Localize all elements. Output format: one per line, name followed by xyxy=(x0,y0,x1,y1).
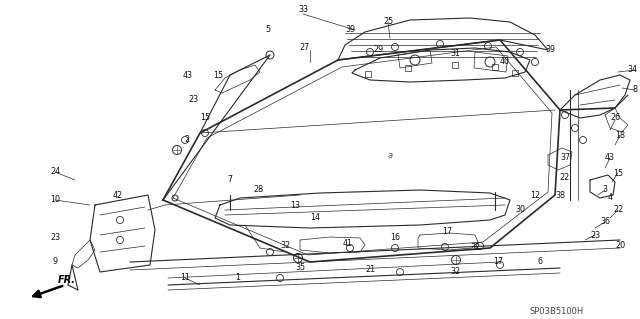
Bar xyxy=(405,65,411,71)
Text: 1: 1 xyxy=(236,273,241,283)
Text: 24: 24 xyxy=(50,167,60,176)
Text: 22: 22 xyxy=(560,174,570,182)
Text: 25: 25 xyxy=(383,18,393,26)
Text: 12: 12 xyxy=(530,190,540,199)
Text: 32: 32 xyxy=(450,268,460,277)
Text: 23: 23 xyxy=(188,95,198,105)
Text: 43: 43 xyxy=(183,70,193,79)
Text: 32: 32 xyxy=(280,241,290,249)
Text: 27: 27 xyxy=(300,43,310,53)
Text: 29: 29 xyxy=(373,46,383,55)
Text: 20: 20 xyxy=(615,241,625,249)
Text: 23: 23 xyxy=(590,231,600,240)
Text: 38: 38 xyxy=(555,190,565,199)
Text: 9: 9 xyxy=(52,257,58,266)
Text: 10: 10 xyxy=(50,196,60,204)
Text: 17: 17 xyxy=(493,257,503,266)
Bar xyxy=(452,62,458,68)
Text: 11: 11 xyxy=(180,273,190,283)
Bar xyxy=(492,64,498,70)
Text: 16: 16 xyxy=(390,234,400,242)
Text: 36: 36 xyxy=(600,218,610,226)
Text: 33: 33 xyxy=(298,5,308,14)
Text: 39: 39 xyxy=(345,26,355,34)
Text: 21: 21 xyxy=(365,265,375,275)
Text: 14: 14 xyxy=(310,213,320,222)
Text: SP03B5100H: SP03B5100H xyxy=(530,308,584,316)
Text: 6: 6 xyxy=(538,257,543,266)
Text: 15: 15 xyxy=(213,70,223,79)
Text: 17: 17 xyxy=(442,227,452,236)
Text: 41: 41 xyxy=(343,239,353,248)
Text: 43: 43 xyxy=(605,153,615,162)
Text: 18: 18 xyxy=(615,130,625,139)
Text: 3: 3 xyxy=(602,186,607,195)
Text: 39: 39 xyxy=(545,46,555,55)
Text: 26: 26 xyxy=(610,114,620,122)
Text: FR.: FR. xyxy=(58,275,76,285)
Text: 7: 7 xyxy=(227,175,232,184)
Text: 4: 4 xyxy=(607,194,612,203)
Text: 37: 37 xyxy=(560,153,570,162)
Text: 40: 40 xyxy=(500,57,510,66)
Text: 32: 32 xyxy=(470,242,480,251)
Text: 28: 28 xyxy=(253,186,263,195)
Text: a: a xyxy=(387,151,392,160)
Bar xyxy=(512,70,518,76)
Text: 30: 30 xyxy=(515,205,525,214)
Bar xyxy=(365,71,371,77)
Text: 42: 42 xyxy=(113,191,123,201)
Text: 15: 15 xyxy=(613,168,623,177)
Text: 35: 35 xyxy=(295,263,305,272)
Text: 13: 13 xyxy=(290,201,300,210)
Text: 8: 8 xyxy=(632,85,637,94)
Text: 5: 5 xyxy=(266,26,271,34)
Text: 2: 2 xyxy=(184,136,189,145)
Text: 31: 31 xyxy=(450,48,460,57)
Text: 22: 22 xyxy=(613,205,623,214)
Text: 23: 23 xyxy=(50,234,60,242)
Text: 34: 34 xyxy=(627,65,637,75)
Text: 15: 15 xyxy=(200,114,210,122)
